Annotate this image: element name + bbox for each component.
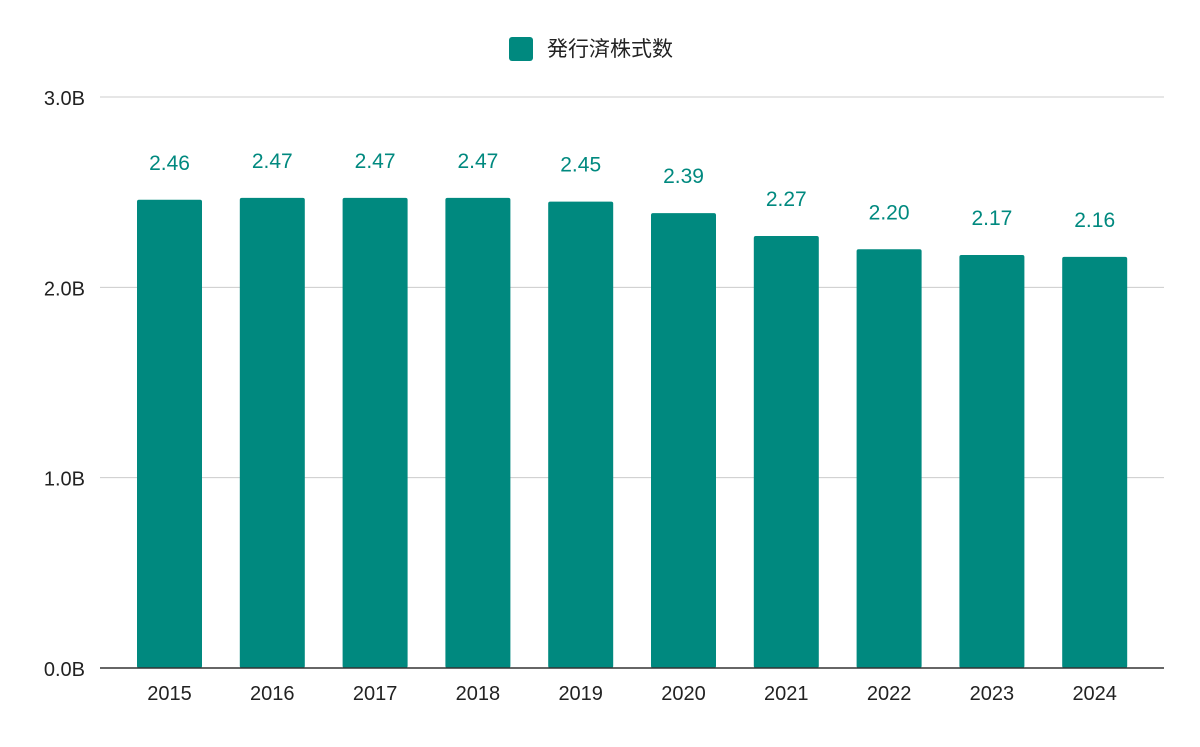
y-tick-label: 3.0B — [44, 88, 85, 110]
data-label-2019: 2.45 — [560, 154, 601, 177]
data-label-2023: 2.17 — [971, 207, 1012, 230]
x-tick-label-2024: 2024 — [1072, 683, 1117, 705]
data-label-2017: 2.47 — [355, 150, 396, 173]
x-tick-label-2021: 2021 — [764, 683, 809, 705]
x-tick-label-2015: 2015 — [147, 683, 192, 705]
bars — [137, 197, 1128, 669]
legend-swatch — [509, 37, 533, 61]
data-labels: 2.46 2.47 2.47 2.47 2.45 2.39 2.27 2.20 2.17 2.16 — [149, 150, 1115, 232]
bar-2017 — [342, 197, 408, 669]
x-tick-label-2022: 2022 — [867, 683, 912, 705]
y-tick-label: 0.0B — [44, 659, 85, 681]
x-tick-label-2017: 2017 — [353, 683, 398, 705]
legend: 発行済株式数 — [509, 37, 673, 61]
bar-2022 — [856, 249, 922, 668]
bar-2021 — [753, 235, 819, 668]
data-label-2016: 2.47 — [252, 150, 293, 173]
legend-label: 発行済株式数 — [547, 38, 673, 61]
y-axis-tick-labels: 0.0B 1.0B 2.0B 3.0B — [44, 88, 85, 681]
x-tick-label-2018: 2018 — [456, 683, 501, 705]
bar-2019 — [548, 201, 614, 668]
bar-2023 — [959, 254, 1025, 668]
data-label-2020: 2.39 — [663, 165, 704, 188]
bar-2016 — [239, 197, 305, 669]
data-label-2015: 2.46 — [149, 152, 190, 175]
data-label-2022: 2.20 — [869, 201, 910, 224]
bar-2024 — [1062, 256, 1128, 668]
data-label-2024: 2.16 — [1074, 209, 1115, 232]
data-label-2021: 2.27 — [766, 188, 807, 211]
data-label-2018: 2.47 — [457, 150, 498, 173]
bar-2020 — [651, 213, 716, 668]
bar-2018 — [445, 197, 511, 669]
x-tick-label-2019: 2019 — [558, 683, 603, 705]
x-tick-label-2020: 2020 — [661, 683, 706, 705]
x-axis-tick-labels: 2015 2016 2017 2018 2019 2020 2021 2022 2023 2024 — [147, 683, 1117, 705]
y-tick-label: 1.0B — [44, 469, 85, 491]
x-tick-label-2023: 2023 — [970, 683, 1015, 705]
y-tick-label: 2.0B — [44, 278, 85, 300]
bar-2015 — [137, 199, 202, 668]
x-tick-label-2016: 2016 — [250, 683, 295, 705]
